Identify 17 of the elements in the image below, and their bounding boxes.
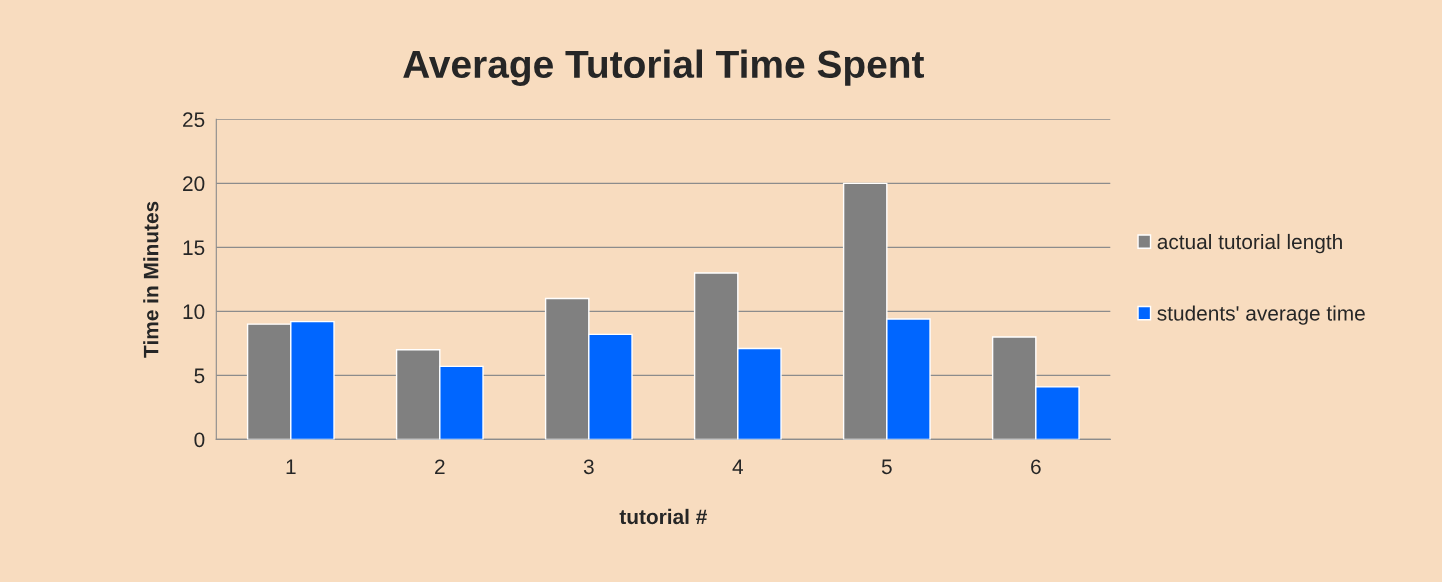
y-tick-label: 0 (194, 432, 205, 448)
y-tick-label: 20 (183, 176, 205, 192)
y-tick-label: 15 (183, 240, 205, 256)
chart-title: Average Tutorial Time Spent (403, 49, 924, 86)
x-tick-label: 2 (435, 459, 445, 474)
x-tick-label: 6 (1031, 459, 1041, 475)
legend-label: students' average time (1157, 305, 1365, 325)
y-axis-title: Time in Minutes (143, 201, 159, 358)
y-tick-label: 10 (183, 304, 205, 320)
x-tick-label: 1 (286, 459, 296, 474)
x-axis-title: tutorial # (619, 508, 707, 525)
x-tick-label: 3 (583, 459, 594, 475)
y-tick-label: 25 (183, 112, 205, 128)
y-tick-label: 5 (194, 368, 205, 384)
legend-label: actual tutorial length (1157, 233, 1342, 254)
x-tick-label: 5 (881, 459, 892, 475)
x-tick-label: 4 (732, 459, 744, 474)
